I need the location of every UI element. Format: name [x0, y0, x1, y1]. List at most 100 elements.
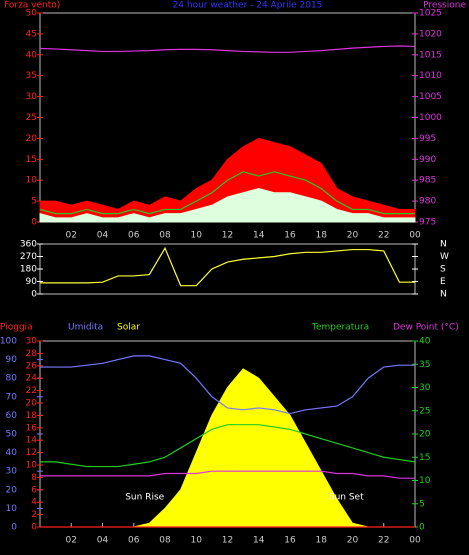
- line: [40, 355, 415, 415]
- y2-tick-label: 975: [419, 218, 436, 228]
- x-tick-label: 22: [378, 536, 389, 546]
- legend-entry: Temperatura: [311, 323, 369, 333]
- x-tick-label: 08: [159, 231, 171, 241]
- y3-tick-label: 10: [26, 461, 38, 471]
- annotation: Sun Set: [329, 493, 364, 503]
- y-tick-label: 90: [6, 355, 18, 365]
- y-tick-label: 30: [26, 92, 38, 102]
- x-tick-label: 04: [97, 536, 109, 546]
- y-tick-label: 35: [26, 71, 37, 81]
- y2-tick-label: 5: [419, 499, 425, 509]
- y-tick-label: 30: [6, 467, 18, 477]
- x-tick-label: 16: [284, 536, 296, 546]
- legend-entry: Umidita: [68, 323, 103, 333]
- chart-title: 24 hour weather - 24 Aprile 2015: [173, 1, 323, 11]
- x-tick-label: 04: [97, 231, 109, 241]
- y2-tick-label: S: [440, 265, 446, 275]
- x-tick-label: 00: [409, 536, 421, 546]
- y2-tick-label: 0: [419, 523, 425, 533]
- line: [39, 171, 415, 215]
- y-tick-label: 40: [6, 448, 18, 458]
- annotation: Sun Rise: [125, 493, 164, 503]
- y-tick-label: 25: [26, 113, 37, 123]
- x-tick-label: 20: [347, 536, 359, 546]
- y-tick-label: 40: [26, 50, 38, 60]
- y3-tick-label: 4: [31, 498, 37, 508]
- y3-tick-label: 18: [26, 411, 38, 421]
- y3-tick-label: 8: [31, 473, 37, 483]
- y-tick-label: 50: [26, 9, 38, 19]
- y-tick-label: 0: [11, 523, 17, 533]
- x-tick-label: 10: [191, 231, 203, 241]
- x-tick-label: 14: [253, 231, 265, 241]
- y-tick-label: 80: [6, 374, 18, 384]
- y-tick-label: 10: [6, 504, 18, 514]
- y3-tick-label: 16: [26, 423, 38, 433]
- legend-entry: Solar: [117, 323, 140, 333]
- y2-tick-label: 1010: [419, 71, 442, 81]
- y-tick-label: 45: [26, 29, 37, 39]
- x-tick-label: 20: [347, 231, 359, 241]
- y2-tick-label: 35: [419, 360, 430, 370]
- line: [40, 424, 416, 468]
- x-tick-label: 06: [128, 536, 140, 546]
- legend-entry: Pioggia: [0, 323, 33, 333]
- y2-tick-label: 985: [419, 176, 436, 186]
- y3-tick-label: 2: [31, 510, 37, 520]
- y-tick-label: 20: [26, 134, 38, 144]
- y2-tick-label: 1020: [419, 29, 442, 39]
- y2-tick-label: 1015: [419, 50, 442, 60]
- legend-entry: Dew Point (°C): [393, 323, 459, 333]
- y2-tick-label: 1025: [419, 9, 442, 19]
- y2-tick-label: W: [440, 252, 449, 262]
- y-tick-label: 70: [6, 392, 18, 402]
- x-tick-label: 06: [128, 231, 140, 241]
- y2-tick-label: 1000: [419, 113, 442, 123]
- area: [40, 368, 415, 528]
- y2-tick-label: E: [440, 277, 446, 287]
- y-tick-label: 60: [6, 411, 18, 421]
- x-tick-label: 10: [191, 536, 203, 546]
- x-tick-label: 02: [66, 231, 77, 241]
- x-tick-label: 16: [284, 231, 296, 241]
- y3-tick-label: 12: [26, 448, 37, 458]
- y-tick-label: 100: [0, 337, 17, 347]
- y3-tick-label: 20: [26, 399, 38, 409]
- x-tick-label: 08: [159, 536, 171, 546]
- y3-tick-label: 6: [31, 485, 37, 495]
- y2-tick-label: 25: [419, 406, 430, 416]
- y-tick-label: 15: [26, 155, 37, 165]
- y3-tick-label: 14: [26, 436, 38, 446]
- y-tick-label: 20: [6, 485, 18, 495]
- y2-tick-label: 980: [419, 197, 436, 207]
- area: [39, 188, 416, 223]
- y-tick-label: 50: [6, 430, 18, 440]
- line: [40, 246, 415, 287]
- y2-tick-label: 1005: [419, 92, 442, 102]
- y2-tick-label: N: [440, 240, 447, 250]
- x-tick-label: 02: [66, 536, 77, 546]
- plot-frame: [39, 243, 416, 295]
- y-tick-label: 360: [20, 240, 37, 250]
- x-tick-label: 18: [316, 231, 328, 241]
- line: [40, 470, 415, 479]
- y3-tick-label: 0: [31, 523, 37, 533]
- y2-tick-label: 995: [419, 134, 436, 144]
- y-tick-label: 270: [20, 252, 37, 262]
- y-tick-label: 10: [26, 176, 38, 186]
- y-tick-label: 180: [20, 265, 37, 275]
- y3-tick-label: 28: [26, 349, 38, 359]
- y2-tick-label: 10: [419, 476, 431, 486]
- x-tick-label: 12: [222, 231, 233, 241]
- y-axis-label: Forza vento): [4, 1, 60, 11]
- y2-tick-label: 40: [419, 337, 431, 347]
- x-tick-label: 12: [222, 536, 233, 546]
- x-tick-label: 18: [316, 536, 328, 546]
- y-tick-label: 5: [31, 197, 37, 207]
- y3-tick-label: 26: [26, 361, 38, 371]
- y2-tick-label: 15: [419, 453, 430, 463]
- y3-tick-label: 30: [26, 337, 38, 347]
- y2-tick-label: 20: [419, 430, 431, 440]
- y2-axis-label: Pressione: [423, 1, 466, 11]
